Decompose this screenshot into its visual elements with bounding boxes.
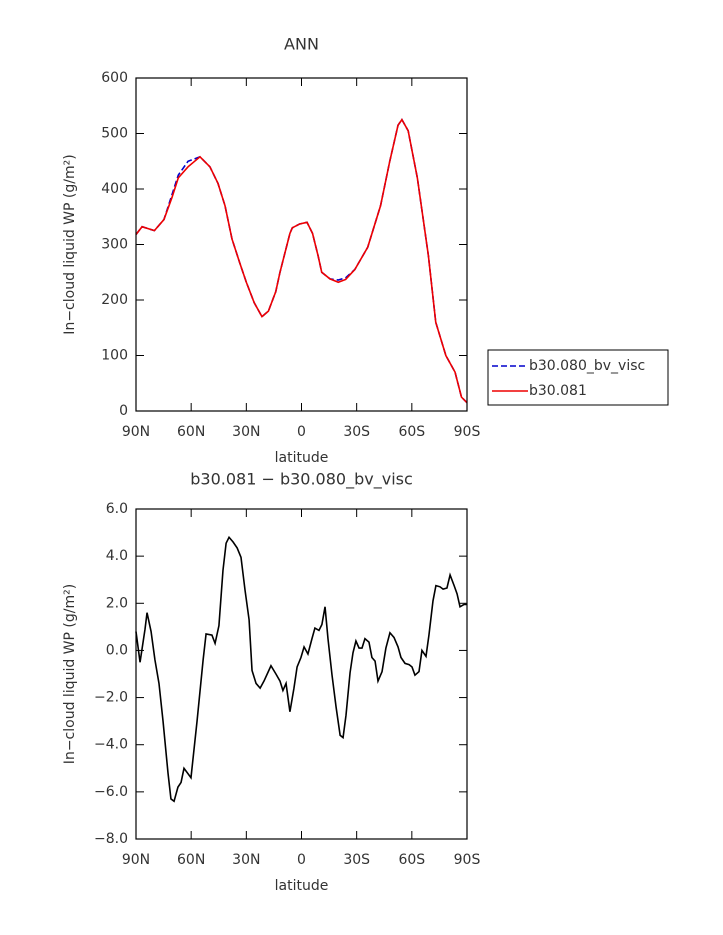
legend-label: b30.081 bbox=[529, 383, 587, 399]
x-tick-label: 60N bbox=[177, 424, 205, 440]
y-tick-label: 600 bbox=[101, 70, 128, 86]
x-tick-label: 60S bbox=[398, 852, 425, 868]
data-line bbox=[135, 535, 467, 803]
y-axis-label: In−cloud liquid WP (g/m²) bbox=[62, 154, 78, 334]
x-axis-label: latitude bbox=[275, 878, 329, 894]
x-tick-label: 60S bbox=[398, 424, 425, 440]
x-tick-label: 90S bbox=[454, 424, 481, 440]
y-tick-label: −2.0 bbox=[94, 690, 128, 706]
y-tick-label: 2.0 bbox=[106, 595, 128, 611]
chart-title: b30.081 − b30.080_bv_visc bbox=[190, 470, 413, 490]
x-tick-label: 90S bbox=[454, 852, 481, 868]
x-tick-label: 90N bbox=[122, 424, 150, 440]
x-tick-label: 30S bbox=[343, 424, 370, 440]
y-tick-label: 100 bbox=[101, 348, 128, 364]
x-tick-label: 0 bbox=[297, 424, 306, 440]
y-tick-label: 4.0 bbox=[106, 548, 128, 564]
x-tick-label: 60N bbox=[177, 852, 205, 868]
legend-box bbox=[487, 349, 669, 406]
y-axis-label: In−cloud liquid WP (g/m²) bbox=[62, 584, 78, 764]
y-tick-label: −4.0 bbox=[94, 737, 128, 753]
y-tick-label: −6.0 bbox=[94, 784, 128, 800]
y-tick-label: 400 bbox=[101, 181, 128, 197]
x-axis-label: latitude bbox=[275, 450, 329, 466]
y-tick-label: 0.0 bbox=[106, 642, 128, 658]
y-tick-label: 0 bbox=[119, 403, 128, 419]
plot-frame bbox=[135, 508, 468, 840]
data-line bbox=[135, 118, 468, 404]
x-tick-label: 0 bbox=[297, 852, 306, 868]
x-tick-label: 30S bbox=[343, 852, 370, 868]
y-tick-label: 300 bbox=[101, 237, 128, 253]
y-tick-label: −8.0 bbox=[94, 831, 128, 847]
y-tick-label: 500 bbox=[101, 126, 128, 142]
x-tick-label: 30N bbox=[232, 424, 260, 440]
legend-label: b30.080_bv_visc bbox=[529, 358, 645, 374]
data-line bbox=[135, 118, 468, 404]
x-tick-label: 90N bbox=[122, 852, 150, 868]
y-tick-label: 6.0 bbox=[106, 501, 128, 517]
x-tick-label: 30N bbox=[232, 852, 260, 868]
y-tick-label: 200 bbox=[101, 292, 128, 308]
chart-title: ANN bbox=[284, 35, 319, 54]
plot-frame bbox=[135, 77, 468, 412]
